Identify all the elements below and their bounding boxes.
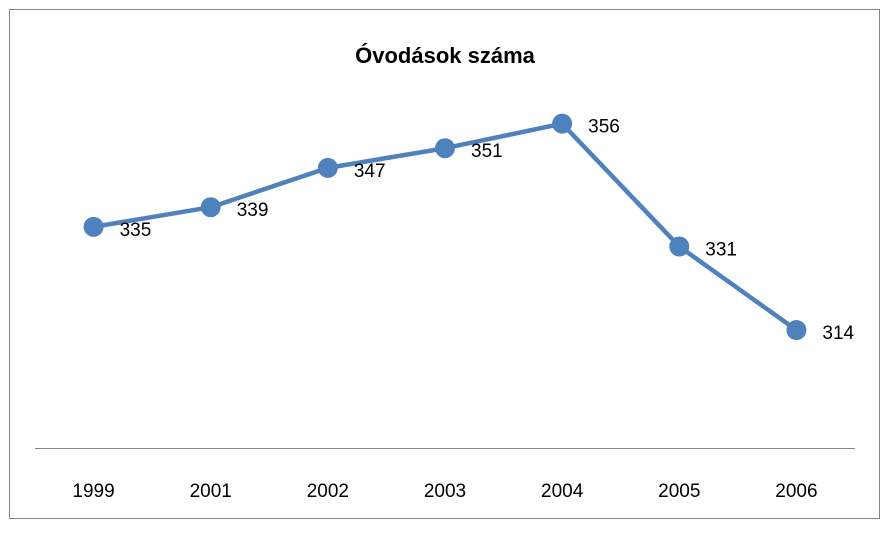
data-point — [317, 157, 338, 178]
x-tick-label: 2005 — [658, 481, 700, 502]
data-label: 331 — [705, 240, 737, 261]
x-tick-label: 2004 — [541, 481, 584, 502]
data-label: 314 — [822, 323, 854, 344]
data-point — [83, 216, 104, 237]
data-label: 335 — [120, 220, 152, 241]
data-label: 351 — [471, 141, 503, 162]
x-tick-label: 2002 — [307, 481, 349, 502]
x-tick-label: 1999 — [72, 481, 114, 502]
data-label: 347 — [354, 161, 386, 182]
chart-title: Óvodások száma — [355, 43, 536, 68]
data-point — [786, 320, 807, 341]
chart-border — [9, 9, 880, 519]
x-tick-label: 2003 — [424, 481, 466, 502]
data-point — [552, 113, 573, 134]
data-label: 356 — [588, 117, 620, 138]
data-point — [200, 197, 221, 218]
data-point — [435, 138, 455, 159]
x-tick-label: 2001 — [190, 481, 232, 502]
x-tick-label: 2006 — [775, 481, 817, 502]
data-point — [669, 236, 690, 257]
data-label: 339 — [237, 200, 269, 221]
